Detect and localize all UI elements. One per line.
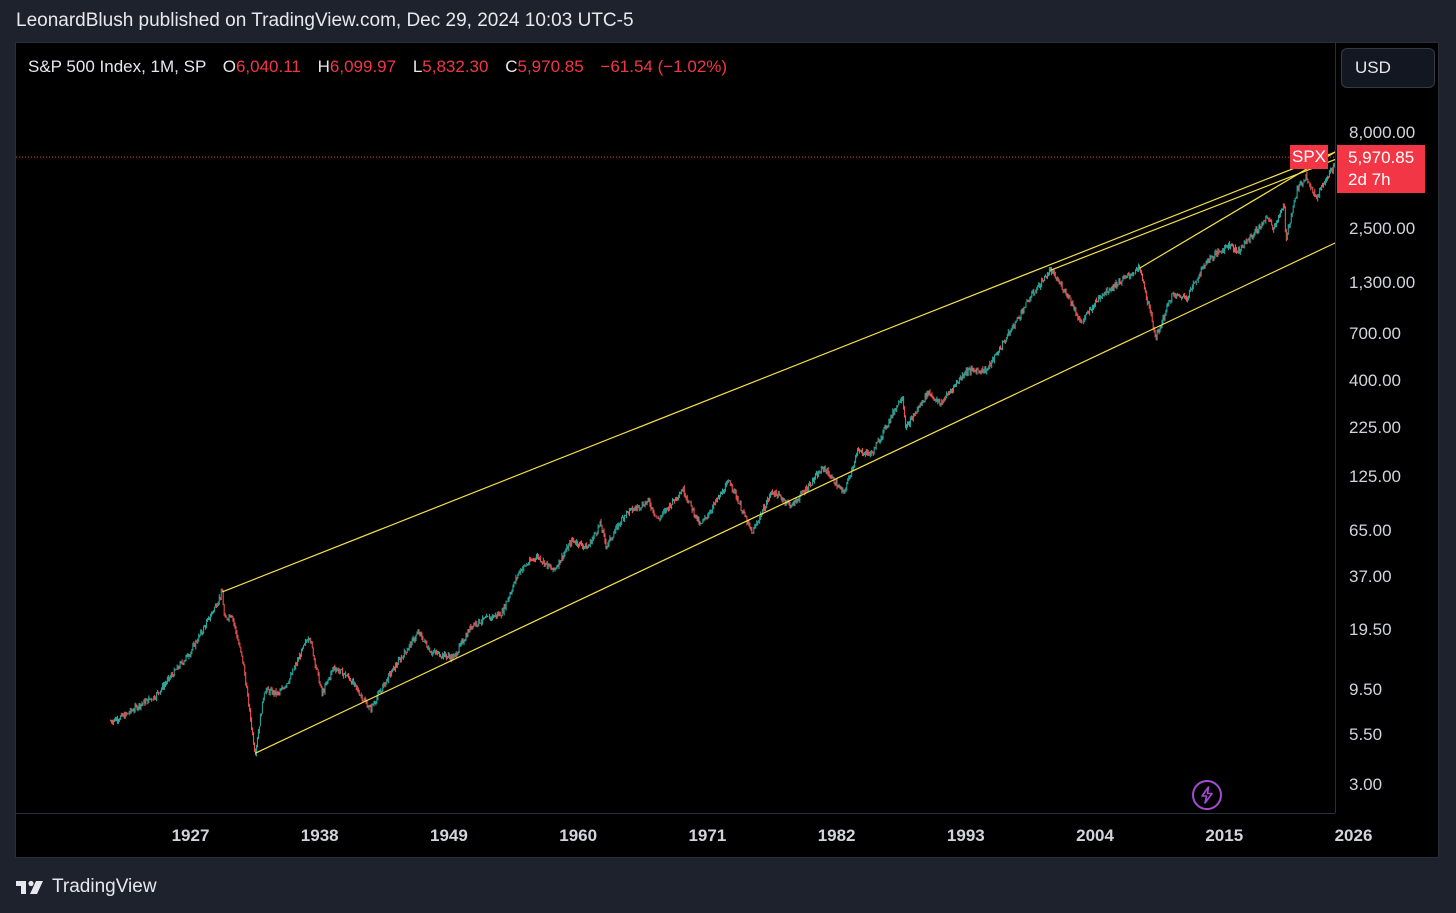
trendline-2[interactable] <box>254 184 1439 754</box>
tradingview-brand[interactable]: TradingView <box>16 876 157 898</box>
ohlc-legend: S&P 500 Index, 1M, SP O6,040.11 H6,099.9… <box>28 57 727 77</box>
price-tick-label: 225.00 <box>1349 418 1401 438</box>
last-price-tag: 5,970.85 2d 7h <box>1337 145 1425 194</box>
price-tick-label: 3.00 <box>1349 775 1383 794</box>
legend-open-label: O <box>222 57 236 76</box>
legend-low-value: 5,832.30 <box>422 57 489 76</box>
legend-low-label: L <box>412 57 423 76</box>
price-tick-label: 400.00 <box>1349 370 1401 390</box>
time-tick-label: 1927 <box>171 826 210 845</box>
time-tick-label: 1949 <box>430 826 468 845</box>
price-tick-label: 125.00 <box>1349 466 1401 486</box>
price-tick-label: 2,500.00 <box>1349 219 1416 239</box>
time-tick-label: 1938 <box>300 826 339 845</box>
legend-change-value: −61.54 (−1.02%) <box>600 57 728 76</box>
legend-high-label: H <box>317 57 330 76</box>
legend-symbol[interactable]: S&P 500 Index, 1M, SP <box>28 57 206 76</box>
chart-pane[interactable]: S&P 500 Index, 1M, SP O6,040.11 H6,099.9… <box>15 42 1439 858</box>
price-tick-label: 5.50 <box>1349 724 1383 744</box>
time-tick-label: 1971 <box>688 826 727 845</box>
price-tick-label: 700.00 <box>1349 324 1401 344</box>
time-tick-label: 2004 <box>1076 826 1114 845</box>
lightning-bolt-icon[interactable] <box>1192 780 1222 810</box>
time-tick-label: 1993 <box>946 826 985 845</box>
legend-close-label: C <box>505 57 518 76</box>
time-axis-divider <box>16 813 1335 814</box>
symbol-price-tag: SPX <box>1290 145 1328 170</box>
legend-close-value: 5,970.85 <box>517 57 584 76</box>
price-tick-label: 19.50 <box>1349 620 1392 640</box>
candlestick-series <box>110 162 1335 757</box>
last-price-value: 5,970.85 <box>1348 148 1415 168</box>
time-tick-label: 1982 <box>817 826 856 845</box>
price-tick-label: 65.00 <box>1349 520 1392 540</box>
plot-area[interactable] <box>16 78 1439 757</box>
time-tick-label: 1960 <box>559 826 598 845</box>
time-tick-label: 2026 <box>1334 826 1373 845</box>
price-tick-label: 9.50 <box>1349 679 1383 699</box>
legend-high-value: 6,099.97 <box>329 57 397 76</box>
price-axis-divider <box>1335 43 1336 813</box>
legend-open-value: 6,040.11 <box>235 57 301 76</box>
tradingview-logo-icon <box>16 880 43 894</box>
bar-countdown: 2d 7h <box>1348 170 1391 190</box>
currency-button[interactable]: USD <box>1341 48 1435 88</box>
price-tick-label: 37.00 <box>1349 567 1392 587</box>
trendline-1[interactable] <box>221 103 1439 593</box>
price-chart[interactable] <box>16 43 1439 858</box>
publication-header: LeonardBlush published on TradingView.co… <box>16 10 634 31</box>
price-tick-label: 8,000.00 <box>1349 123 1416 142</box>
price-tick-label: 1,300.00 <box>1349 273 1416 293</box>
trendline-4[interactable] <box>1050 157 1341 271</box>
time-tick-label: 2015 <box>1205 826 1244 845</box>
tradingview-wordmark: TradingView <box>52 876 157 897</box>
